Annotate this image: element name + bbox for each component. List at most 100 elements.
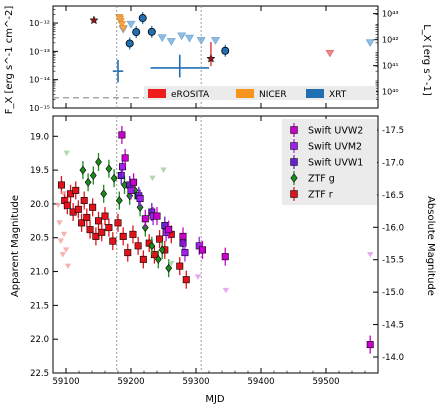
ztf-r-point (78, 219, 86, 227)
ztf-r-point (109, 237, 117, 245)
bottom-ytick-label-right: -14.0 (382, 353, 404, 363)
ztf-r-upper-limit (60, 231, 68, 238)
ztf-r-point (74, 205, 82, 213)
bottom-ytick-label-right: -15.5 (382, 256, 404, 266)
ztf-g-point (89, 171, 97, 180)
bottom-legend-label: Swift UVW1 (308, 158, 363, 169)
swift-uvw1-point (161, 222, 169, 230)
top-legend-label: eROSITA (171, 90, 210, 100)
ztf-g-upper-limit (168, 260, 175, 267)
ztf-r-point (101, 212, 109, 220)
ztf-r-point (83, 213, 91, 221)
xrt-point (138, 14, 147, 23)
ztf-r-upper-limit (62, 247, 70, 253)
bottom-legend-marker (290, 142, 298, 150)
ztf-r-upper-limit (57, 238, 64, 244)
xrt-point (221, 46, 230, 55)
swift-uvw2-point (199, 246, 207, 254)
top-legend-swatch (236, 89, 254, 98)
xrt-upper-limit (196, 37, 206, 45)
swift-uvw2-point (121, 154, 129, 162)
nicer-upper-limit (117, 21, 127, 29)
ztf-g-point (105, 164, 113, 174)
swift-uvw2-point (118, 131, 126, 139)
bottom-legend-label: ZTF r (308, 190, 333, 201)
ztf-g-point (165, 263, 173, 273)
top-ylabel-right: L_X [erg s^-1] (421, 24, 432, 96)
ztf-g-point (95, 157, 102, 167)
ztf-g-point (148, 241, 156, 251)
xrt-point (132, 28, 141, 37)
swift-uvm2-point (136, 195, 144, 203)
top-ytick-label-right: 10⁴¹ (382, 62, 399, 71)
ztf-r-point (156, 235, 164, 243)
ztf-g-point (84, 177, 92, 187)
top-ytick-label-left: 10⁻¹⁴ (29, 76, 50, 85)
bottom-xlabel: MJD (205, 394, 225, 405)
ztf-g-upper-limit (149, 175, 156, 182)
bottom-legend-marker (290, 126, 298, 134)
ztf-g-point (115, 196, 123, 205)
bottom-legend-label: Swift UVW2 (308, 126, 363, 137)
bottom-xtick-label: 59200 (117, 377, 144, 387)
top-ytick-label-right: 10⁴⁰ (382, 88, 399, 97)
ztf-r-point (134, 242, 142, 250)
top-ytick-label-left: 10⁻¹⁵ (29, 104, 50, 113)
bottom-legend-box (282, 119, 377, 205)
swift-uvw2-point (141, 215, 149, 223)
ztf-r-point (98, 228, 106, 236)
legend-layer: eROSITA NICER XRT Swift UVW2 Swift UVM2 Swift… (144, 86, 377, 205)
ztf-g-upper-limit (63, 150, 70, 157)
ztf-r-point (95, 217, 103, 225)
ztf-r-point (129, 230, 137, 238)
swift-uvw2-point (130, 178, 138, 186)
bottom-xtick-label: 59400 (247, 377, 274, 387)
bottom-ytick-label-right: -16.5 (382, 191, 404, 201)
bottom-ylabel-left: Apparent Magnitude (10, 195, 21, 297)
ztf-r-point (63, 201, 71, 209)
ztf-g-point (158, 245, 166, 255)
ztf-r-point (182, 276, 190, 284)
bottom-ytick-label-right: -17.5 (382, 126, 404, 136)
xrt-upper-limit (177, 32, 187, 41)
bottom-legend-marker (290, 158, 298, 166)
xrt-upper-limit (166, 38, 176, 46)
ztf-r-upper-limit (59, 252, 66, 258)
bottom-legend-label: Swift UVM2 (308, 142, 362, 153)
ztf-r-point (105, 224, 113, 232)
swift-uvw2-point (179, 232, 187, 240)
bottom-ytick-label-left: 22.5 (30, 369, 49, 379)
bottom-xtick-label: 59500 (312, 377, 339, 387)
swift-uvw2-point (366, 341, 374, 349)
bottom-ytick-label-right: -15.0 (382, 288, 404, 298)
ztf-r-point (176, 262, 184, 270)
swift-uvw2-point (165, 226, 173, 234)
bottom-panel-layer: 19.0 19.5 20.0 20.5 21.0 21.5 22.0 22.5 -17.5 -17… (30, 116, 404, 387)
top-legend-label: NICER (259, 90, 287, 100)
top-ytick-label-left: 10⁻¹³ (29, 47, 50, 56)
ztf-r-point (114, 219, 122, 227)
ztf-r-point (72, 186, 80, 194)
top-panel-frame (52, 5, 379, 109)
swift-uvw2-point (221, 253, 229, 261)
star-marker (206, 53, 216, 63)
swift-upper-limit (222, 287, 230, 294)
ztf-r-point (57, 181, 65, 189)
ztf-g-point (79, 165, 87, 175)
ztf-g-upper-limit (160, 167, 167, 173)
ztf-r-point (92, 232, 100, 240)
swift-upper-limit (194, 274, 202, 280)
swift-upper-limit (367, 252, 374, 258)
erosita-upper-limit (325, 50, 335, 58)
bottom-ylabel-right: Absolute Magnitude (425, 196, 436, 296)
xrt-upper-limit (126, 20, 136, 29)
top-ytick-label-left: 10⁻¹² (29, 19, 50, 28)
star-marker (89, 15, 99, 25)
top-legend-label: XRT (329, 90, 347, 100)
bottom-legend-label: ZTF g (308, 174, 335, 185)
bottom-ytick-label-right: -16.0 (382, 223, 404, 233)
xrt-upper-limit (157, 34, 167, 43)
ztf-r-upper-limit (64, 263, 72, 270)
bottom-ytick-label-left: 21.0 (30, 268, 49, 278)
